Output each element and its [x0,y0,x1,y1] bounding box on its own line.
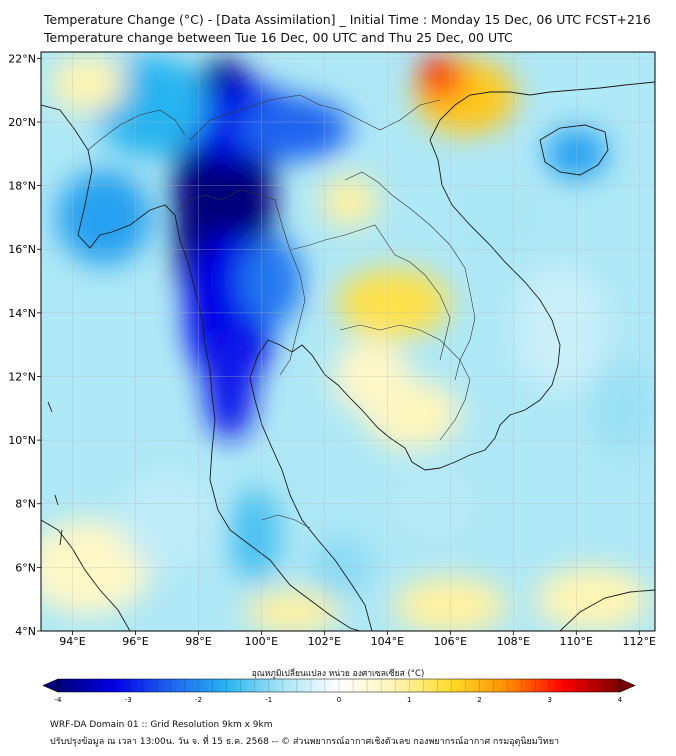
field-anomaly-22 [592,360,655,457]
lat-tick-label: 8°N [15,498,36,511]
lon-tick-label: 94°E [59,635,85,648]
border-cambodia [339,324,471,441]
lon-tick-label: 110°E [560,635,593,648]
colorbar-max-extend [619,678,636,693]
axis-ticks: 94°E 96°E 98°E 100°E 102°E 104°E 106°E 108°E 110… [8,52,656,648]
colorbar: -4 -3 -2 -1 0 1 2 3 4 [42,678,636,704]
lat-tick-label: 16°N [8,243,36,256]
map-title-line1: Temperature Change (°C) - [Data Assimila… [44,12,651,27]
colorbar-tick-label: 4 [618,696,623,704]
field-anomaly-6 [56,169,152,266]
field-anomaly-19 [535,567,649,631]
border-china [189,94,441,141]
border-thailand-malaysia [261,514,311,529]
border-laos-vietnam [344,171,476,381]
field-anomaly-4 [204,325,256,441]
coastline-borneo [559,589,655,631]
lat-tick-label: 12°N [8,370,36,383]
field-anomalies [41,55,655,631]
lat-tick-label: 14°N [8,307,36,320]
field-anomaly-15 [50,55,127,113]
lat-tick-label: 4°N [15,625,36,638]
lat-tick-label: 6°N [15,561,36,574]
colorbar-tick-label: -1 [265,696,272,704]
colorbar-min-extend [42,678,59,693]
lon-tick-label: 100°E [245,635,278,648]
border-thailand-laos [289,224,451,361]
field-anomaly-24 [119,471,215,568]
colorbar-tick-label: 3 [548,696,552,704]
coastline-hainan [539,124,609,176]
colorbar-tick-label: -3 [125,696,132,704]
colorbar-title: อุณหภูมิเปลี่ยนแปลง หน่วย องศาเซลเซียส (… [251,669,425,679]
field-anomaly-20 [513,265,608,393]
lon-tick-label: 104°E [371,635,404,648]
colorbar-tick-label: 1 [407,696,411,704]
temperature-field [41,52,655,631]
country-borders [87,94,476,529]
field-anomaly-25 [229,487,281,584]
field-anomaly-10 [418,55,463,100]
field-anomaly-5 [239,236,303,326]
lon-tick-label: 96°E [122,635,148,648]
border-myanmar-thailand [177,189,306,376]
lat-tick-label: 10°N [8,434,36,447]
colorbar-tick-label: 2 [477,696,481,704]
lat-tick-label: 22°N [8,52,36,65]
coastline-andaman-islands [47,401,63,546]
field-anomaly-12 [321,176,378,227]
field-anomaly-21 [459,179,536,256]
coastlines [41,81,655,631]
colorbar-ticks: -4 -3 -2 -1 0 1 2 3 4 [55,696,623,704]
colorbar-tick-label: -4 [55,696,63,704]
field-anomaly-11 [336,268,451,339]
lon-tick-label: 108°E [497,635,530,648]
lon-tick-label: 102°E [308,635,341,648]
field-anomaly-17 [245,589,341,631]
lon-tick-label: 98°E [185,635,211,648]
footer-update-info: ปรับปรุงข้อมูล ณ เวลา 13:00น. วัน จ. ที่… [50,737,560,747]
lat-tick-label: 20°N [8,116,36,129]
coastline-gulf [249,81,655,631]
lon-tick-label: 106°E [434,635,467,648]
colorbar-tick-label: -2 [195,696,202,704]
field-anomaly-2 [236,96,350,161]
lon-tick-label: 112°E [623,635,656,648]
footer-model-info: WRF-DA Domain 01 :: Grid Resolution 9km … [50,720,273,730]
plot-frame [40,51,656,632]
map-title-line2: Temperature change between Tue 16 Dec, 0… [44,30,513,45]
colorbar-tick-label: 0 [337,696,341,704]
coastline-sumatra [41,519,131,631]
lat-tick-label: 18°N [8,180,36,193]
border-myanmar-west [87,109,186,151]
colorbar-divisions [71,679,607,692]
coastline-mainland [41,104,361,631]
